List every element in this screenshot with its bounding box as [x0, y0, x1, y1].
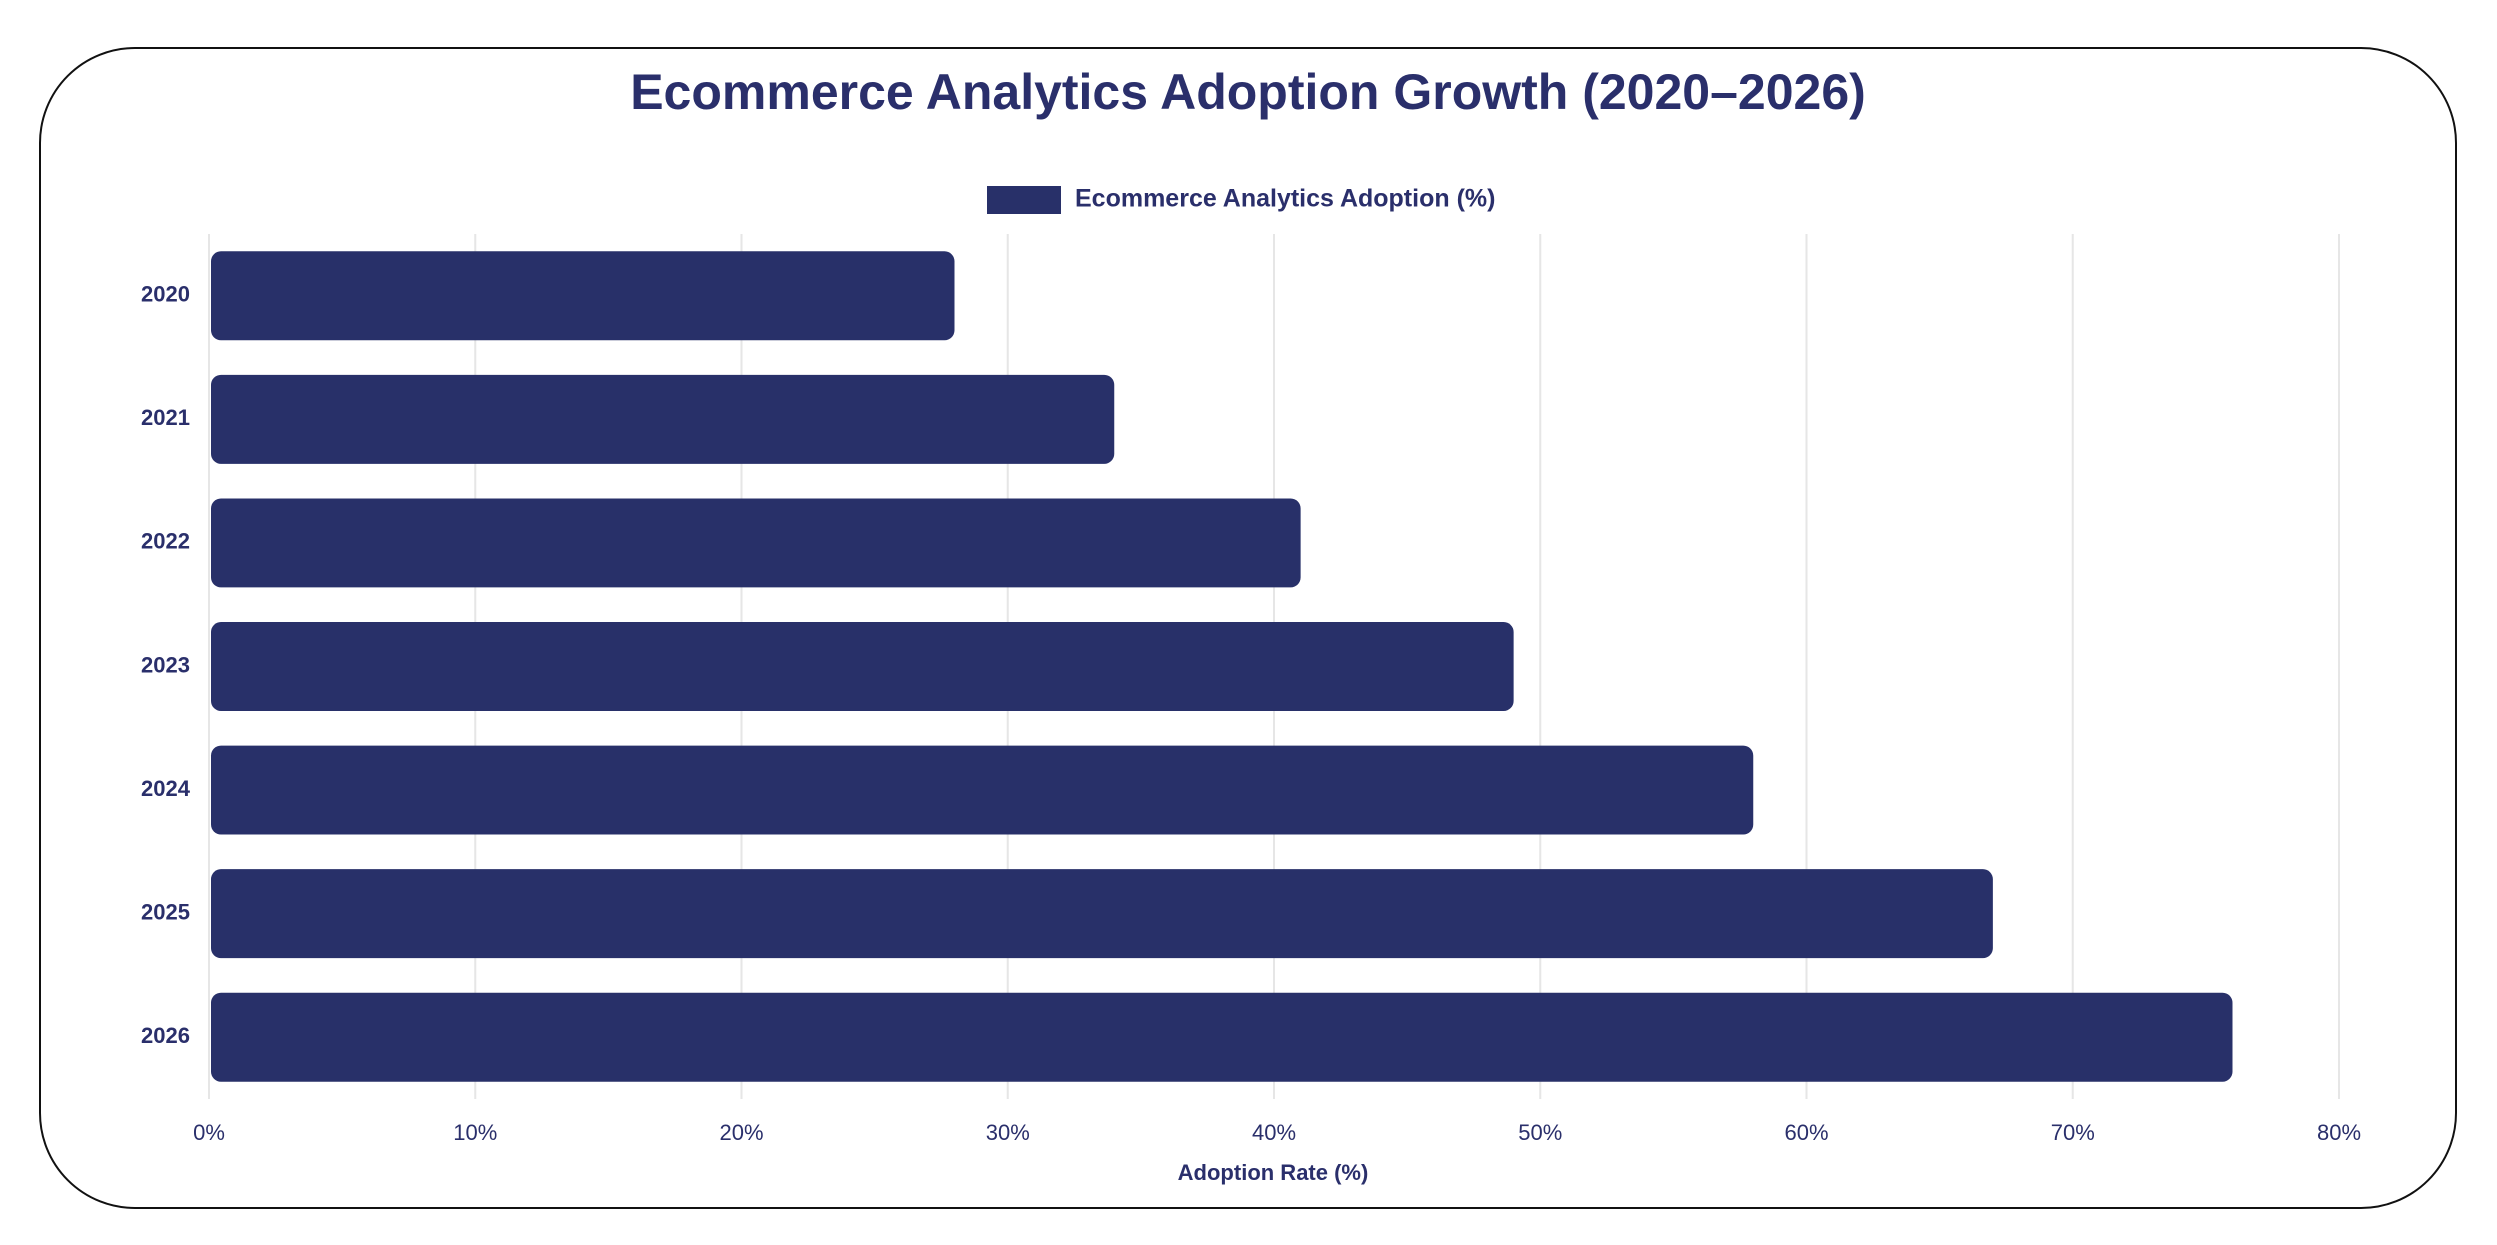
- x-axis-title: Adoption Rate (%): [1178, 1160, 1369, 1185]
- y-tick-label: 2025: [141, 899, 190, 924]
- bar: [211, 869, 1993, 959]
- x-tick-label: 30%: [986, 1120, 1030, 1145]
- bar: [211, 498, 1301, 588]
- bar: [211, 251, 955, 341]
- legend-swatch: [987, 186, 1061, 214]
- legend-label: Ecommerce Analytics Adoption (%): [1075, 185, 1495, 213]
- y-tick-label: 2024: [141, 776, 191, 801]
- y-tick-label: 2026: [141, 1023, 190, 1048]
- chart-title: Ecommerce Analytics Adoption Growth (202…: [630, 64, 1866, 120]
- x-tick-label: 80%: [2317, 1120, 2361, 1145]
- x-tick-label: 60%: [1784, 1120, 1828, 1145]
- y-tick-label: 2022: [141, 529, 190, 554]
- x-tick-label: 0%: [193, 1120, 225, 1145]
- x-tick-label: 70%: [2051, 1120, 2095, 1145]
- bar: [211, 622, 1514, 711]
- y-tick-label: 2020: [141, 282, 190, 307]
- x-tick-label: 10%: [453, 1120, 497, 1145]
- bar: [211, 745, 1754, 835]
- x-tick-label: 50%: [1518, 1120, 1562, 1145]
- x-tick-label: 20%: [719, 1120, 763, 1145]
- x-tick-label: 40%: [1252, 1120, 1296, 1145]
- bar: [211, 992, 2233, 1082]
- bar: [211, 374, 1115, 464]
- y-tick-label: 2021: [141, 405, 190, 430]
- y-tick-label: 2023: [141, 652, 190, 677]
